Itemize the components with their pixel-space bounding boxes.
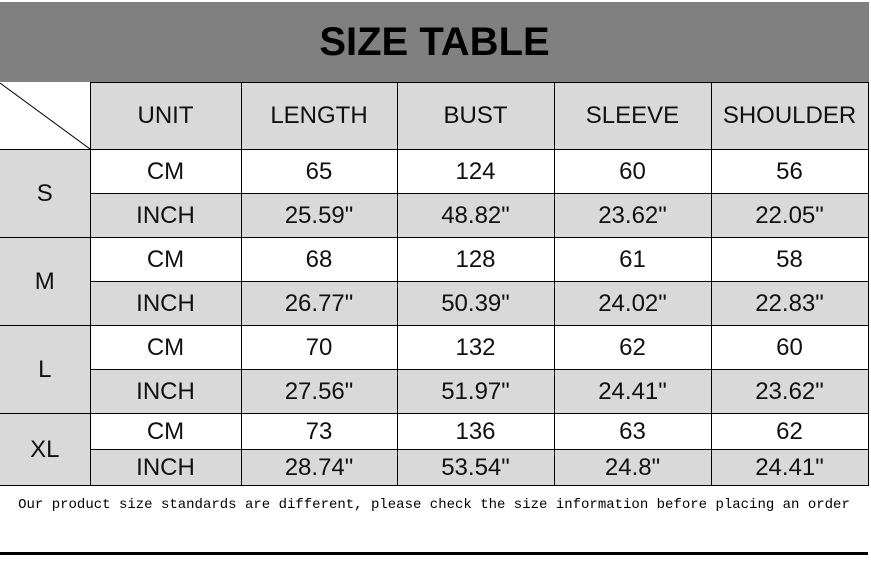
size-label: S <box>0 149 91 238</box>
value-cell: 24.02" <box>553 281 712 326</box>
header-row: UNIT LENGTH BUST SLEEVE SHOULDER <box>0 82 869 150</box>
table-row: XL CM 73 136 63 62 <box>0 413 869 486</box>
table-row: INCH 25.59" 48.82" 23.62" 22.05" <box>0 193 869 238</box>
unit-cell: INCH <box>89 369 242 414</box>
unit-cell: INCH <box>89 281 242 326</box>
page-title: SIZE TABLE <box>0 2 869 82</box>
table-row: INCH 26.77" 50.39" 24.02" 22.83" <box>0 281 869 326</box>
table-row: INCH 28.74" 53.54" 24.8" 24.41" <box>0 449 869 486</box>
unit-cell: INCH <box>89 449 242 486</box>
value-cell: 62 <box>553 325 712 370</box>
header-shoulder: SHOULDER <box>710 82 869 150</box>
value-cell: 62 <box>710 413 869 450</box>
value-cell: 51.97" <box>396 369 555 414</box>
value-cell: 56 <box>710 149 869 194</box>
table-row: S CM 65 124 60 56 <box>0 149 869 238</box>
size-label: M <box>0 237 91 326</box>
value-cell: 23.62" <box>710 369 869 414</box>
value-cell: 25.59" <box>240 193 398 238</box>
value-cell: 132 <box>396 325 555 370</box>
value-cell: 70 <box>240 325 398 370</box>
table-row: L CM 70 132 62 60 <box>0 325 869 414</box>
value-cell: 128 <box>396 237 555 282</box>
table-row: M CM 68 128 61 58 <box>0 237 869 326</box>
size-table: UNIT LENGTH BUST SLEEVE SHOULDER S CM 65 12… <box>0 82 869 486</box>
unit-cell: CM <box>89 237 242 282</box>
corner-cell <box>0 82 91 150</box>
unit-cell: CM <box>89 325 242 370</box>
value-cell: 26.77" <box>240 281 398 326</box>
size-label: XL <box>0 413 91 486</box>
header-sleeve: SLEEVE <box>553 82 712 150</box>
header-unit: UNIT <box>89 82 242 150</box>
size-label: L <box>0 325 91 414</box>
table-row: INCH 27.56" 51.97" 24.41" 23.62" <box>0 369 869 414</box>
value-cell: 22.83" <box>710 281 869 326</box>
value-cell: 60 <box>553 149 712 194</box>
value-cell: 48.82" <box>396 193 555 238</box>
diagonal-line-icon <box>0 82 90 149</box>
value-cell: 24.8" <box>553 449 712 486</box>
value-cell: 23.62" <box>553 193 712 238</box>
value-cell: 22.05" <box>710 193 869 238</box>
value-cell: 53.54" <box>396 449 555 486</box>
value-cell: 24.41" <box>710 449 869 486</box>
unit-cell: CM <box>89 149 242 194</box>
unit-cell: INCH <box>89 193 242 238</box>
value-cell: 73 <box>240 413 398 450</box>
value-cell: 136 <box>396 413 555 450</box>
header-bust: BUST <box>396 82 555 150</box>
value-cell: 27.56" <box>240 369 398 414</box>
value-cell: 124 <box>396 149 555 194</box>
value-cell: 24.41" <box>553 369 712 414</box>
value-cell: 61 <box>553 237 712 282</box>
value-cell: 50.39" <box>396 281 555 326</box>
value-cell: 63 <box>553 413 712 450</box>
value-cell: 58 <box>710 237 869 282</box>
header-length: LENGTH <box>240 82 398 150</box>
value-cell: 68 <box>240 237 398 282</box>
value-cell: 28.74" <box>240 449 398 486</box>
unit-cell: CM <box>89 413 242 450</box>
value-cell: 65 <box>240 149 398 194</box>
footer-note: Our product size standards are different… <box>0 487 868 555</box>
value-cell: 60 <box>710 325 869 370</box>
